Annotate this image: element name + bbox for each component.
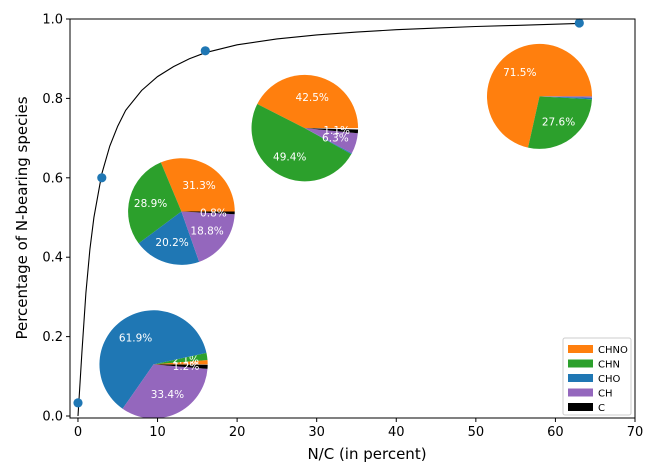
pie-slice-label: 0.8%: [200, 207, 227, 219]
pie-slice-cho: [539, 96, 593, 100]
pie-slice-cho: [138, 211, 200, 265]
x-tick-label: 50: [468, 425, 485, 440]
x-tick-label: 20: [229, 425, 246, 440]
x-tick-label: 70: [627, 425, 644, 440]
pie-slice-chno: [486, 43, 593, 148]
legend-swatch-cho: [568, 374, 593, 382]
legend-swatch-chn: [568, 359, 593, 368]
x-tick-label: 30: [308, 425, 325, 440]
legend-swatch-ch: [568, 388, 593, 397]
pie-slice-label: 1.2%: [173, 361, 200, 373]
pie-slice-c: [153, 364, 208, 369]
pie-chart: 42.5% 49.4% 6.3%1.1%: [251, 74, 359, 182]
legend-label: CHO: [598, 374, 621, 385]
x-axis: 0 10 20 30 40 50 60 70: [74, 418, 643, 440]
pie-slice-label: 71.5%: [503, 67, 536, 79]
y-tick-label: 1.0: [42, 13, 63, 28]
x-tick-label: 40: [388, 425, 405, 440]
y-tick-label: 0.4: [42, 251, 63, 266]
x-tick-label: 60: [547, 425, 564, 440]
fit-curve: [77, 22, 580, 417]
pie-slice-ch: [122, 364, 208, 419]
y-axis: 0.0 0.2 0.4 0.6 0.8 1.0: [42, 13, 70, 425]
pie-slice-c: [304, 128, 359, 134]
pie-slice-chn: [528, 96, 592, 149]
pie-slice-ch: [539, 96, 593, 98]
pie-slice-chn: [251, 103, 352, 182]
pie-slice-label: 28.9%: [134, 198, 167, 210]
pie-chart: 31.3% 28.9% 20.2%18.8% 0.8%: [128, 158, 235, 265]
pie-slice-label: 33.4%: [151, 389, 184, 401]
data-point: [73, 398, 83, 408]
x-axis-label: N/C (in percent): [307, 445, 426, 463]
data-point: [97, 173, 107, 183]
pie-slice-chno: [153, 359, 208, 365]
legend-label: CHN: [598, 360, 620, 371]
x-tick-label: 10: [149, 425, 166, 440]
pie-slice-chn: [153, 352, 208, 365]
pie-slice-label: 49.4%: [273, 151, 306, 163]
pie-slice-c: [181, 211, 235, 215]
pie-slice-cho: [304, 128, 352, 155]
pie-slice-label: 6.3%: [322, 132, 349, 144]
pie-slice-label: 42.5%: [296, 92, 329, 104]
pie-slice-label: 20.2%: [155, 237, 188, 249]
pie-slice-label: 18.8%: [190, 226, 223, 238]
y-tick-label: 0.6: [42, 171, 63, 186]
pie-slice-chno: [160, 158, 235, 212]
pie-slice-ch: [181, 211, 235, 262]
legend-swatch-chno: [568, 345, 593, 353]
legend: CHNO CHN CHO CH C: [562, 337, 632, 416]
pie-slice-label: 27.6%: [542, 117, 575, 129]
y-tick-label: 0.0: [42, 410, 63, 425]
x-tick-label: 0: [74, 425, 82, 440]
pie-slice-chn: [128, 162, 182, 244]
data-point: [574, 18, 584, 28]
y-axis-label: Percentage of N-bearing species: [13, 96, 31, 339]
legend-swatch-c: [568, 403, 593, 411]
pie-slice-cho: [99, 310, 207, 409]
pie-slice-ch: [304, 128, 358, 154]
data-points: [73, 18, 584, 408]
pie-slice-chno: [257, 74, 359, 129]
y-tick-label: 0.2: [42, 330, 63, 345]
pie-slice-label: 31.3%: [182, 180, 215, 192]
pie-slice-label: 61.9%: [119, 332, 152, 344]
pie-chart: 1.3%2.1%61.9%33.4%1.2%: [99, 310, 208, 419]
data-point: [200, 46, 210, 56]
plot-frame: [69, 18, 636, 419]
pie-charts: 1.3%2.1%61.9%33.4%1.2%31.3%28.9%20.2%18.…: [99, 43, 593, 419]
pie-chart: 71.5% 27.6%: [486, 43, 593, 149]
pie-slice-label: 1.1%: [323, 125, 350, 137]
y-tick-label: 0.8: [42, 92, 63, 107]
legend-label: CHNO: [598, 345, 628, 356]
legend-label: C: [598, 403, 605, 414]
fit-curve-layer: [77, 22, 580, 417]
legend-label: CH: [598, 389, 613, 400]
